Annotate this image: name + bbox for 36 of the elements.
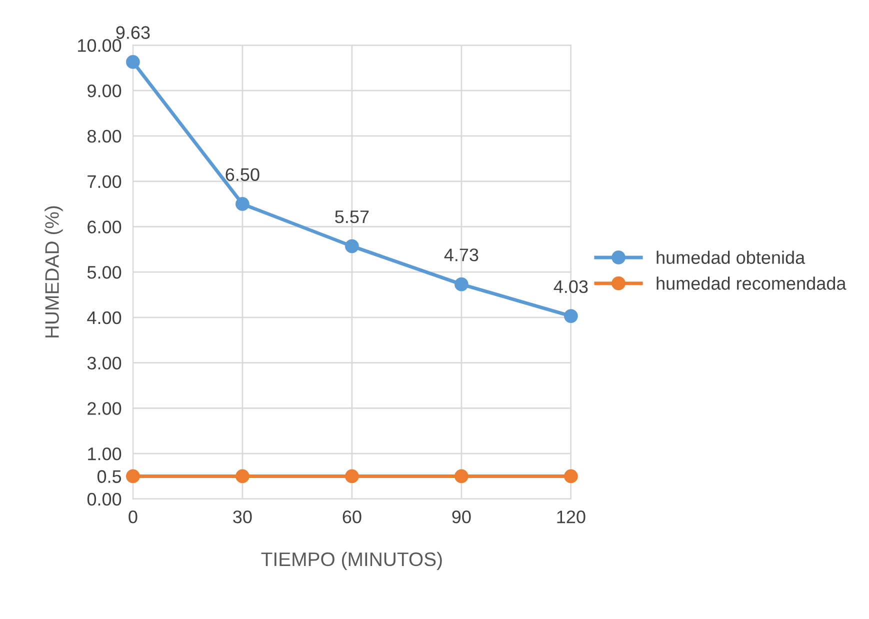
y-tick-label: 7.00 <box>88 175 122 188</box>
x-tick-label: 30 <box>233 510 252 524</box>
y-tick-label: 8.00 <box>87 130 122 143</box>
x-tick-label: 90 <box>452 510 471 524</box>
y-tick-label: 5.00 <box>87 266 122 279</box>
point <box>236 469 250 484</box>
data-label: 4.73 <box>444 248 478 262</box>
y-tick-label: 1.00 <box>88 447 122 460</box>
x-tick-label: 0 <box>128 510 138 524</box>
point <box>345 239 359 254</box>
legend-label: humedad recomendada <box>656 276 846 290</box>
x-tick-label: 60 <box>342 510 362 524</box>
y-tick-label: 3.00 <box>87 356 122 370</box>
data-label: 9.63 <box>116 26 150 39</box>
data-label: 4.03 <box>554 280 588 294</box>
y-tick-label: 2.00 <box>88 402 122 415</box>
legend-label: humedad obtenida <box>656 250 806 264</box>
y-tick-label: 6.00 <box>88 220 122 234</box>
x-axis-title: TIEMPO (MINUTOS) <box>261 552 442 570</box>
point <box>345 469 359 484</box>
point <box>236 197 250 211</box>
data-label: 6.50 <box>226 168 260 181</box>
data-label: 5.57 <box>335 210 369 224</box>
point <box>126 55 140 69</box>
point <box>454 469 468 484</box>
y-tick-label: 4.00 <box>87 311 122 324</box>
point <box>564 309 578 324</box>
point <box>126 469 140 484</box>
x-tick-label: 120 <box>557 510 586 524</box>
y-tick-label: 0.5 <box>97 470 122 483</box>
point <box>454 277 468 292</box>
point <box>564 469 578 484</box>
y-tick-label: 10.00 <box>78 39 122 52</box>
y-axis-title: HUMEDAD (%) <box>44 206 63 338</box>
y-tick-label: 0.00 <box>87 492 122 506</box>
y-tick-label: 9.00 <box>88 84 122 98</box>
